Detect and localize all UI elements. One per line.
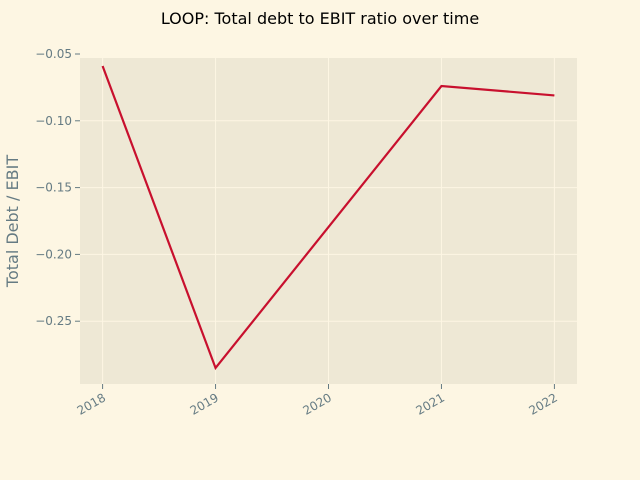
series-line bbox=[101, 65, 555, 371]
x-tick-label: 2019 bbox=[188, 390, 221, 417]
x-tick-label: 2021 bbox=[414, 390, 447, 417]
series-layer bbox=[101, 65, 555, 371]
x-tick-label: 2022 bbox=[526, 390, 559, 417]
y-tick-label: −0.10 bbox=[35, 114, 72, 128]
y-axis: −0.05 −0.10 −0.15 −0.20 −0.25 bbox=[35, 47, 80, 328]
x-tick-label: 2020 bbox=[301, 390, 334, 417]
y-tick-label: −0.20 bbox=[35, 247, 72, 261]
y-tick-label: −0.15 bbox=[35, 181, 72, 195]
y-tick-label: −0.05 bbox=[35, 47, 72, 61]
x-tick-label: 2018 bbox=[75, 390, 108, 417]
y-tick-label: −0.25 bbox=[35, 314, 72, 328]
chart-title: LOOP: Total debt to EBIT ratio over time bbox=[161, 9, 479, 28]
x-axis: 2018 2019 2020 2021 2022 bbox=[75, 384, 560, 418]
y-axis-label: Total Debt / EBIT bbox=[3, 155, 22, 288]
grid-lines bbox=[80, 53, 577, 384]
